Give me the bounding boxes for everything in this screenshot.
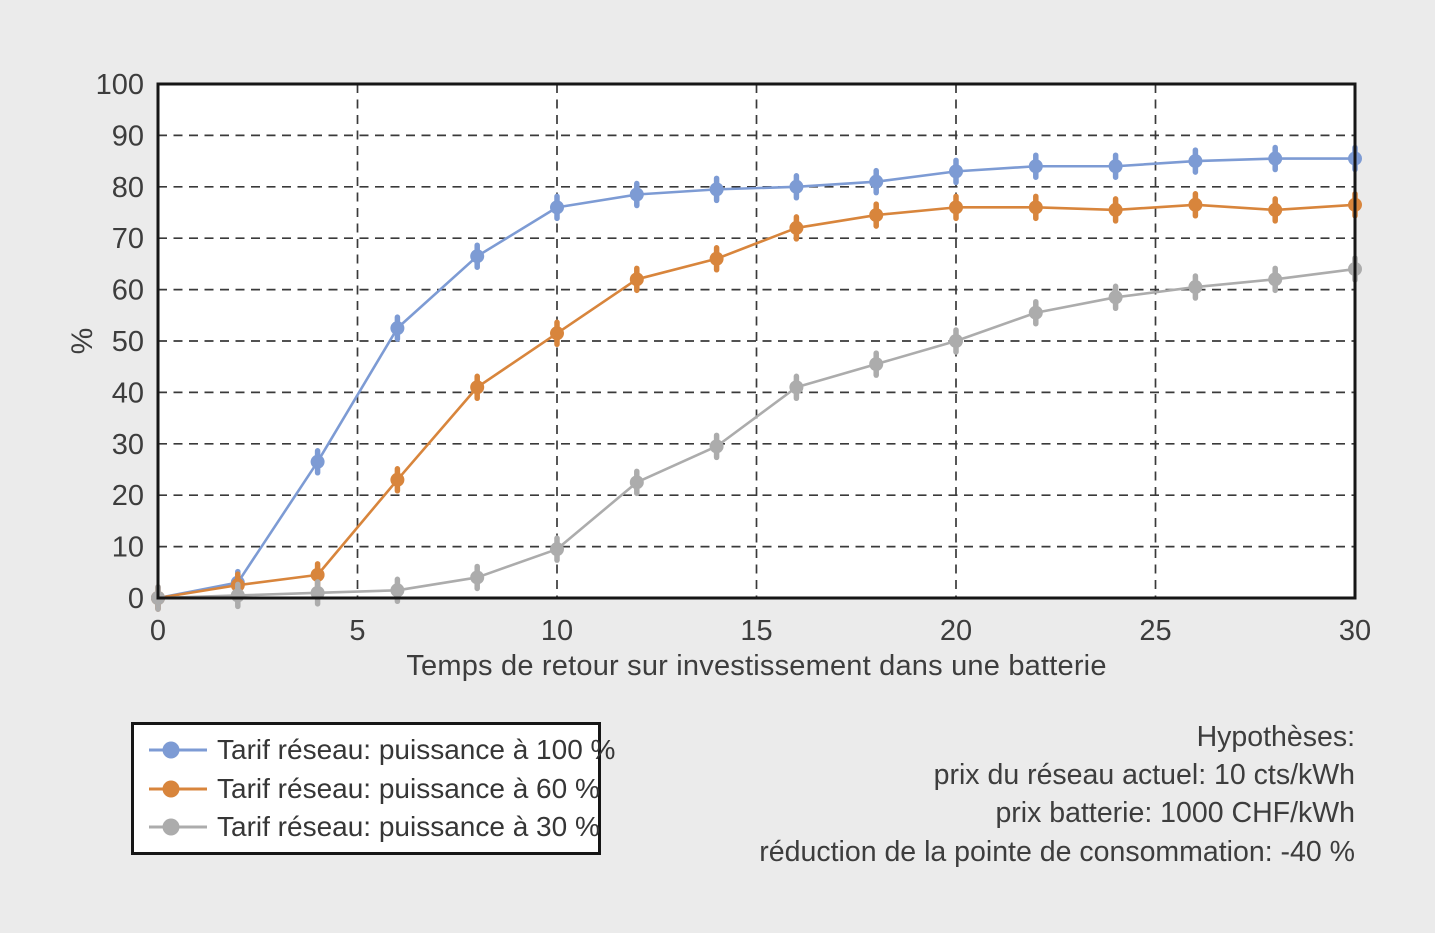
data-point [1268,202,1283,217]
x-tick-label: 10 [541,615,573,647]
data-point [949,164,963,179]
legend-marker-icon [149,741,207,759]
legend-label: Tarif réseau: puissance à 30 % [217,811,600,843]
x-tick-label: 5 [349,615,365,647]
data-point [709,251,724,266]
data-point [310,567,325,582]
y-tick-label: 80 [112,172,144,204]
data-point [1268,151,1283,166]
data-point [629,187,644,202]
legend-item-100: Tarif réseau: puissance à 100 % [146,734,615,766]
x-tick-label: 0 [150,615,166,647]
data-point [390,583,405,598]
data-point [629,272,644,287]
data-point [550,542,564,557]
data-point [1188,280,1203,295]
data-point [470,570,485,585]
data-point [310,454,325,469]
data-point [1028,200,1043,215]
data-point [230,588,245,603]
data-point [949,200,963,215]
data-point [1028,159,1043,174]
y-tick-label: 60 [112,275,144,307]
data-point [709,182,724,197]
data-point [1108,159,1123,174]
data-point [1108,202,1123,217]
data-point [789,220,804,235]
data-point [869,174,884,189]
data-point [390,321,405,336]
data-point [709,439,724,454]
data-point [470,380,485,395]
series-line-0 [156,157,1357,600]
y-tick-label: 40 [112,377,144,409]
y-tick-label: 100 [96,69,144,101]
series-line-1 [156,203,1357,600]
data-point [1188,197,1203,212]
hypotheses-title: Hypothèses: [1196,721,1355,753]
x-axis-title: Temps de retour sur investissement dans … [406,650,1107,682]
data-point [390,472,405,487]
legend-item-60: Tarif réseau: puissance à 60 % [146,772,600,805]
y-tick-label: 10 [112,532,144,564]
data-point [550,326,564,341]
y-tick-label: 50 [112,326,144,358]
y-axis-title: % [66,328,99,355]
data-point [789,179,804,194]
y-tick-label: 70 [112,223,144,255]
data-point [1188,154,1203,169]
legend-marker-icon [149,818,207,836]
data-point [470,249,485,264]
data-point [1268,272,1283,287]
x-tick-label: 25 [1139,615,1171,647]
x-tick-label: 20 [940,615,972,647]
data-point [629,475,644,490]
y-tick-label: 30 [112,429,144,461]
legend: Tarif réseau: puissance à 100 % Tarif ré… [131,722,615,855]
legend-marker-icon [149,780,207,797]
series-line-2 [156,267,1357,600]
hypotheses-line: prix batterie: 1000 CHF/kWh [995,797,1355,830]
data-point [789,380,804,395]
plot-border [156,82,1357,600]
legend-label: Tarif réseau: puissance à 60 % [217,772,600,804]
y-tick-label: 90 [112,120,144,152]
data-point [949,334,963,348]
y-tick-label: 20 [112,480,144,512]
data-point [869,208,884,223]
data-point [869,357,884,372]
data-point [550,200,564,215]
hypotheses-line: prix du réseau actuel: 10 cts/kWh [933,759,1355,792]
x-tick-label: 30 [1339,615,1371,647]
hypotheses-note: Hypothèses: prix du réseau actuel: 10 ct… [759,718,1355,871]
x-tick-label: 15 [740,615,772,647]
legend-label: Tarif réseau: puissance à 100 % [217,733,616,765]
y-tick-label: 0 [128,583,144,615]
data-point [310,585,325,600]
data-point [1108,290,1123,305]
data-point [1028,305,1043,320]
legend-item-30: Tarif réseau: puissance à 30 % [146,811,600,843]
hypotheses-line: réduction de la pointe de consommation: … [759,835,1355,868]
